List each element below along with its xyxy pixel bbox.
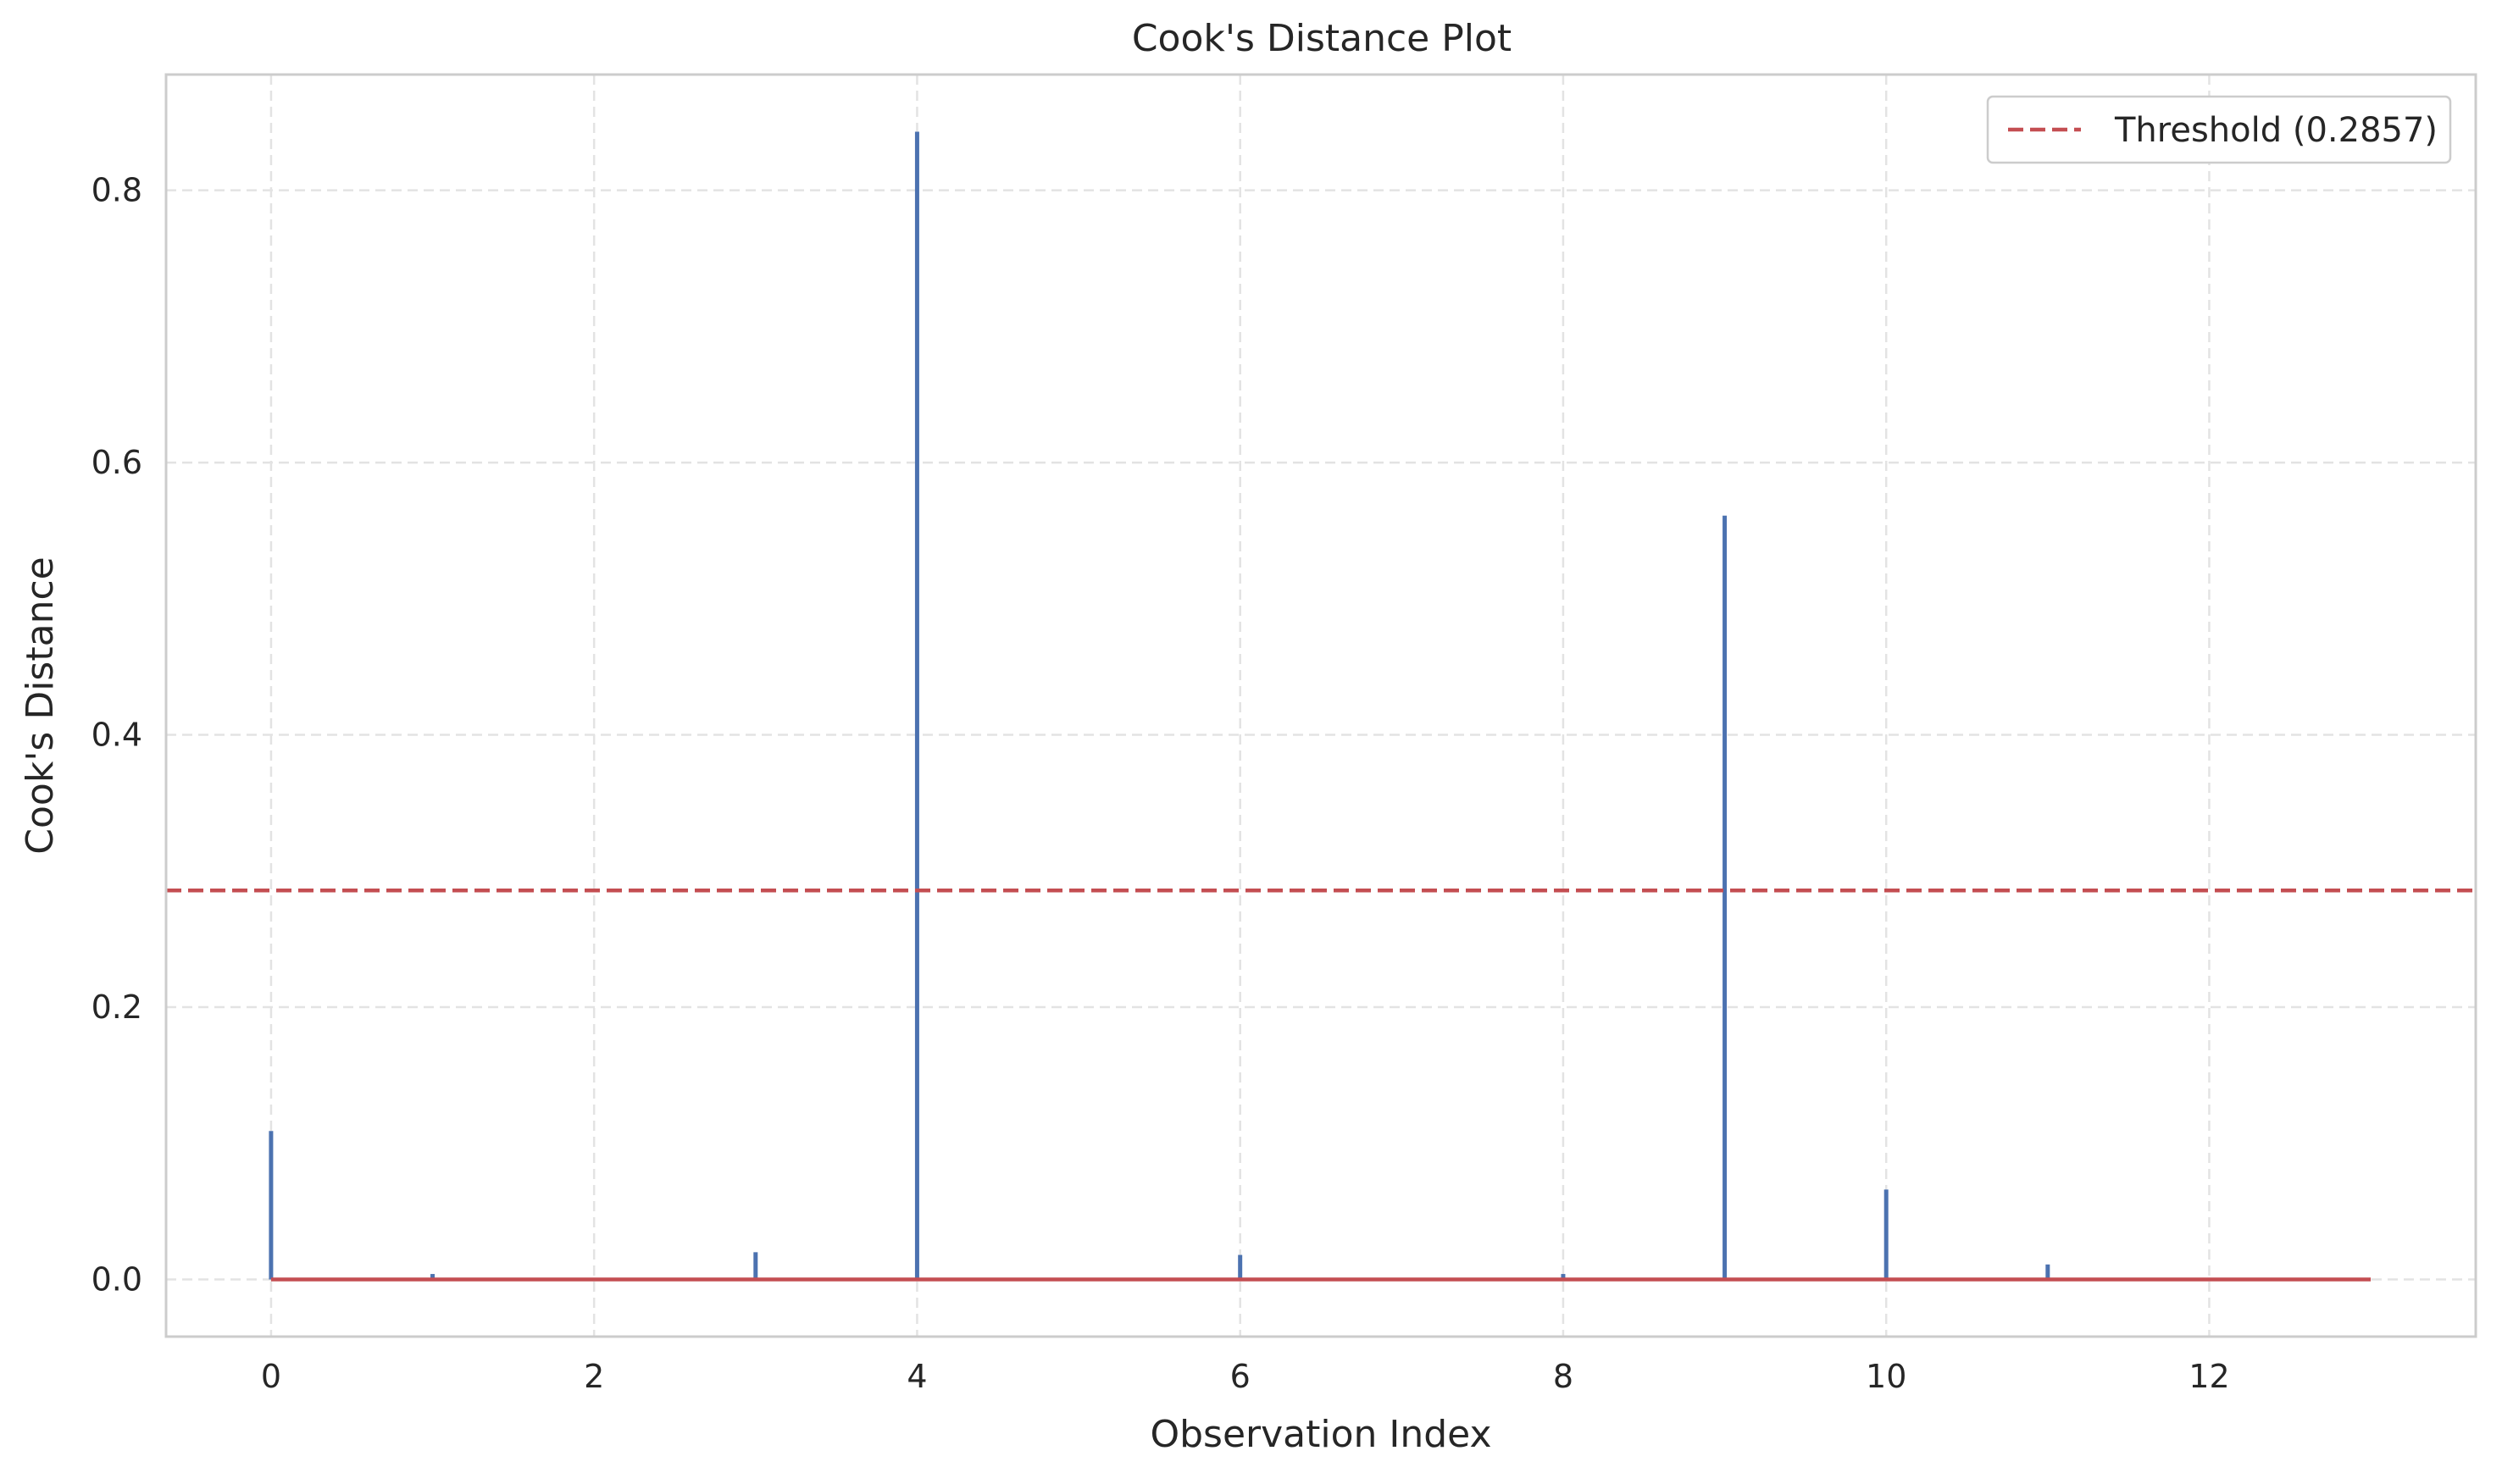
chart-title: Cook's Distance Plot	[1132, 17, 1512, 60]
legend: Threshold (0.2857)	[1986, 95, 2452, 164]
y-tick-label: 0.8	[92, 172, 142, 209]
y-tick-label: 0.0	[92, 1260, 142, 1298]
x-tick-label: 12	[2189, 1358, 2229, 1395]
plot-frame	[164, 73, 2477, 1338]
y-tick-label: 0.6	[92, 444, 142, 481]
plot-area	[166, 75, 2476, 1337]
y-axis-label: Cook's Distance	[19, 556, 62, 854]
y-axis-ticks: 0.0 0.2 0.4 0.6 0.8	[92, 172, 142, 1298]
legend-threshold-label: Threshold (0.2857)	[2114, 111, 2438, 150]
stem-series	[269, 131, 2050, 1280]
x-tick-label: 6	[1230, 1358, 1251, 1395]
x-tick-label: 2	[584, 1358, 604, 1395]
x-axis-ticks: 0 2 4 6 8 10 12	[261, 1358, 2230, 1395]
x-tick-label: 4	[907, 1358, 927, 1395]
x-tick-label: 0	[261, 1358, 281, 1395]
x-axis-label: Observation Index	[1150, 1413, 1491, 1456]
y-tick-label: 0.4	[92, 717, 142, 754]
y-tick-label: 0.2	[92, 988, 142, 1026]
x-tick-label: 10	[1866, 1358, 1906, 1395]
legend-box	[1986, 95, 2452, 164]
x-tick-label: 8	[1553, 1358, 1573, 1395]
